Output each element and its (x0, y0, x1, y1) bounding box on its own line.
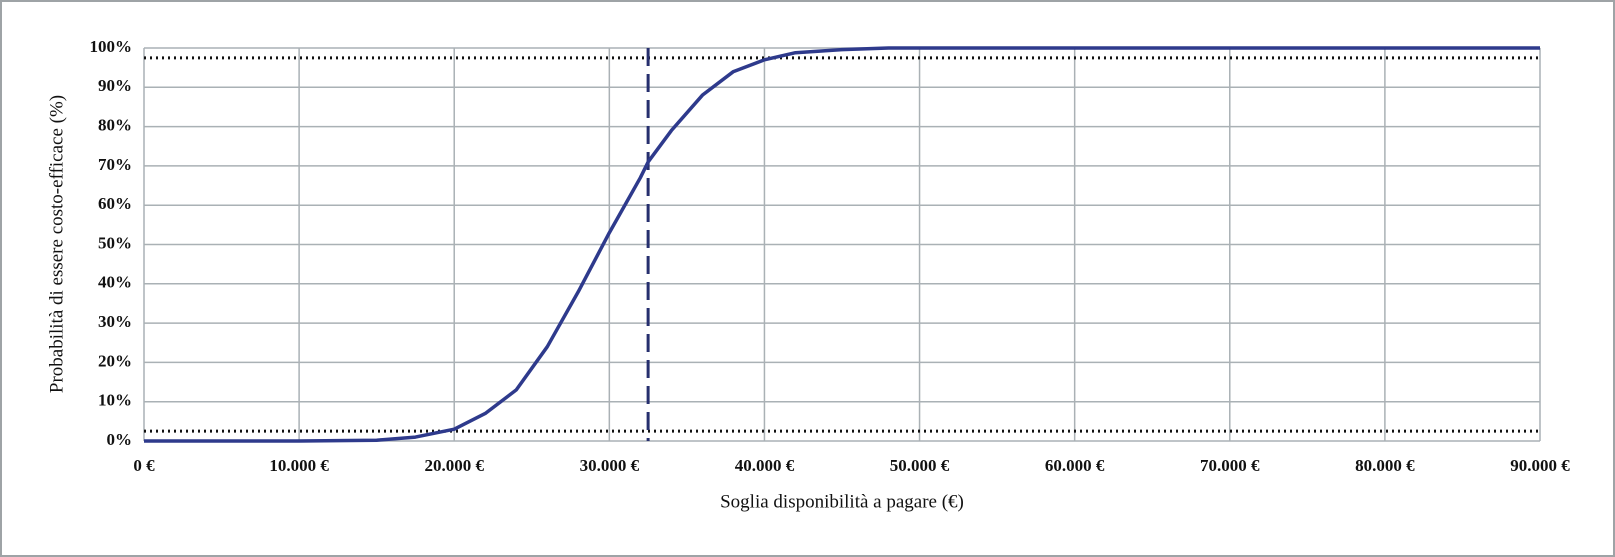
y-tick-label: 50% (98, 233, 132, 252)
x-tick-label: 80.000 € (1355, 456, 1415, 475)
x-tick-label: 40.000 € (735, 456, 795, 475)
y-axis-title: Probabilità di essere costo-efficace (%) (46, 95, 67, 393)
x-tick-label: 30.000 € (580, 456, 640, 475)
y-tick-label: 40% (98, 273, 132, 292)
y-tick-label: 60% (98, 194, 132, 213)
x-tick-label: 90.000 € (1510, 456, 1570, 475)
curve (144, 46, 1540, 443)
x-tick-label: 20.000 € (424, 456, 484, 475)
y-tick-label: 0% (107, 430, 133, 449)
y-tick-label: 100% (90, 37, 133, 56)
y-tick-label: 10% (98, 391, 132, 410)
x-tick-label: 60.000 € (1045, 456, 1105, 475)
y-tick-label: 90% (98, 76, 132, 95)
x-tick-label: 70.000 € (1200, 456, 1260, 475)
y-tick-label: 30% (98, 312, 132, 331)
x-tick-label: 10.000 € (269, 456, 329, 475)
y-tick-label: 70% (98, 155, 132, 174)
y-tick-label: 80% (98, 116, 132, 135)
x-axis-title: Soglia disponibilità a pagare (€) (720, 491, 964, 512)
x-tick-label: 50.000 € (890, 456, 950, 475)
y-tick-label: 20% (98, 351, 132, 370)
x-tick-label: 0 € (133, 456, 155, 475)
